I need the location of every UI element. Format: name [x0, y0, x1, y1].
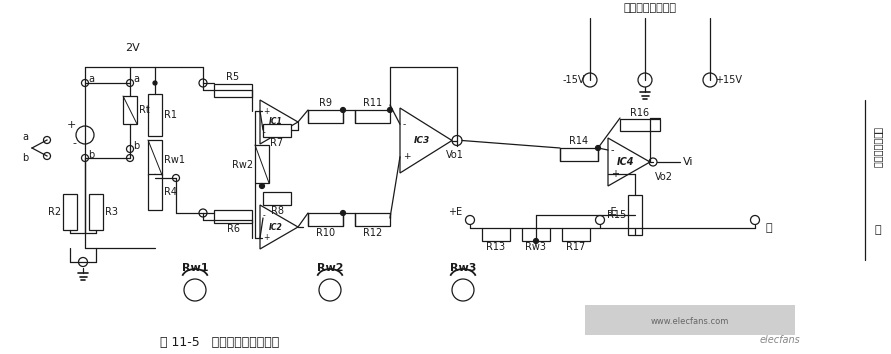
- Bar: [263, 192, 291, 205]
- Bar: [63, 194, 77, 230]
- Text: R12: R12: [363, 228, 382, 238]
- Text: R9: R9: [319, 98, 332, 108]
- Circle shape: [259, 183, 265, 188]
- Circle shape: [595, 145, 601, 150]
- Text: R2: R2: [48, 207, 61, 217]
- Text: +: +: [611, 169, 619, 179]
- Text: R3: R3: [105, 207, 118, 217]
- Text: Rt: Rt: [139, 105, 150, 115]
- Bar: [522, 228, 550, 241]
- Text: R6: R6: [226, 224, 240, 234]
- Circle shape: [340, 211, 346, 216]
- Text: R17: R17: [567, 242, 585, 252]
- Text: R4: R4: [164, 187, 177, 197]
- Text: 接主控筱数显表: 接主控筱数显表: [873, 127, 883, 169]
- Text: 地: 地: [875, 225, 881, 235]
- Text: -: -: [263, 211, 266, 221]
- Text: a: a: [22, 132, 28, 142]
- Text: b: b: [88, 150, 94, 160]
- Text: Rw2: Rw2: [316, 263, 343, 273]
- Text: Vi: Vi: [683, 157, 693, 167]
- Bar: [482, 228, 510, 241]
- Text: Rw2: Rw2: [232, 160, 253, 170]
- Bar: [214, 210, 252, 223]
- Text: R5: R5: [226, 73, 240, 82]
- Text: +: +: [263, 107, 269, 115]
- Text: elecfans: elecfans: [760, 335, 800, 345]
- Text: -: -: [611, 145, 615, 155]
- Text: R14: R14: [569, 137, 589, 147]
- Text: +: +: [67, 120, 76, 130]
- Text: R15: R15: [607, 210, 626, 220]
- Text: +: +: [403, 152, 411, 161]
- Text: Rw3: Rw3: [450, 263, 476, 273]
- Text: -15V: -15V: [562, 75, 585, 85]
- Circle shape: [534, 239, 538, 244]
- Bar: [214, 84, 252, 97]
- Text: Rw1: Rw1: [182, 263, 208, 273]
- Circle shape: [340, 108, 346, 113]
- Bar: [628, 195, 642, 235]
- Bar: [148, 140, 162, 175]
- Text: R16: R16: [631, 108, 650, 118]
- Text: +: +: [263, 234, 269, 242]
- Text: R11: R11: [363, 98, 382, 108]
- Bar: [89, 194, 103, 230]
- Text: 地: 地: [765, 223, 772, 233]
- Text: IC1: IC1: [269, 118, 282, 126]
- Text: b: b: [133, 141, 139, 151]
- Text: Rw3: Rw3: [526, 242, 546, 252]
- Bar: [148, 94, 162, 136]
- Circle shape: [153, 81, 157, 85]
- Text: 图 11-5   热电阵测温特性实验: 图 11-5 热电阵测温特性实验: [160, 337, 279, 349]
- Bar: [355, 213, 390, 226]
- Text: b: b: [22, 153, 29, 163]
- Text: -: -: [263, 129, 266, 137]
- Bar: [123, 96, 137, 124]
- Bar: [255, 145, 269, 183]
- Text: +15V: +15V: [715, 75, 742, 85]
- Text: Vo2: Vo2: [655, 172, 673, 182]
- Text: Vo1: Vo1: [446, 150, 464, 160]
- Text: IC3: IC3: [413, 136, 430, 145]
- Text: www.elecfans.com: www.elecfans.com: [650, 318, 729, 326]
- Text: -: -: [403, 120, 406, 129]
- Bar: [308, 213, 343, 226]
- Text: -: -: [72, 138, 76, 148]
- Text: 接主控筱电源输出: 接主控筱电源输出: [624, 3, 676, 13]
- Text: R10: R10: [316, 228, 335, 238]
- Text: IC4: IC4: [617, 157, 634, 167]
- Text: R1: R1: [164, 110, 177, 120]
- Text: IC2: IC2: [269, 223, 282, 232]
- Text: 2V: 2V: [125, 43, 139, 53]
- Circle shape: [388, 108, 393, 113]
- Bar: [620, 119, 660, 131]
- Text: +E: +E: [448, 207, 462, 217]
- Text: R7: R7: [271, 138, 283, 148]
- Text: R8: R8: [271, 206, 283, 217]
- Bar: [263, 124, 291, 137]
- Bar: [560, 148, 598, 161]
- Text: R13: R13: [486, 242, 505, 252]
- Text: Rw1: Rw1: [164, 155, 185, 165]
- Bar: [585, 305, 795, 335]
- Bar: [355, 110, 390, 123]
- Bar: [562, 228, 590, 241]
- Bar: [148, 174, 162, 210]
- Text: a: a: [133, 74, 139, 84]
- Text: a: a: [88, 74, 94, 84]
- Text: -E: -E: [608, 207, 617, 217]
- Bar: [308, 110, 343, 123]
